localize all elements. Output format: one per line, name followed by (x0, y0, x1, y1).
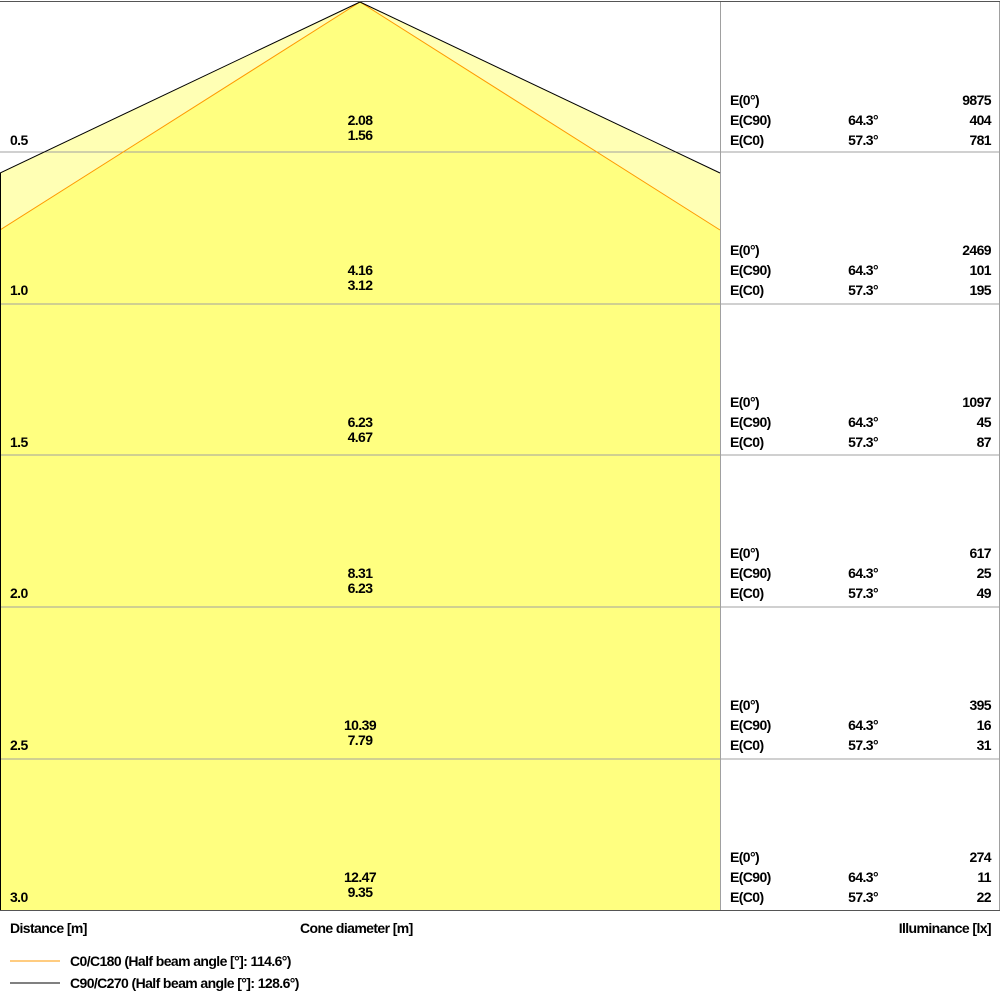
ec0-angle: 57.3° (848, 434, 878, 450)
e0-label: E(0°) (730, 545, 760, 561)
ec0-label: E(C0) (730, 132, 764, 148)
illuminance-axis-label: Illuminance [lx] (898, 920, 992, 936)
ec90-label: E(C90) (730, 717, 771, 733)
cone-diameter-c0: 3.12 (347, 277, 373, 293)
ec0-label: E(C0) (730, 737, 764, 753)
ec0-angle: 57.3° (848, 889, 878, 905)
ec90-label: E(C90) (730, 565, 771, 581)
ec90-value: 101 (969, 262, 991, 278)
cone-diameter-c0: 7.79 (347, 732, 373, 748)
ec0-angle: 57.3° (848, 737, 878, 753)
cone-diameter-c0: 4.67 (347, 429, 373, 445)
distance-label: 1.0 (10, 282, 28, 298)
distance-axis-label: Distance [m] (10, 920, 87, 936)
e0-value: 617 (969, 545, 991, 561)
ec90-angle: 64.3° (848, 262, 878, 278)
ec90-value: 11 (977, 869, 991, 885)
ec90-value: 404 (969, 112, 991, 128)
cone-diameter-c90: 6.23 (347, 414, 373, 430)
cone-diameter-c90: 4.16 (347, 262, 373, 278)
c0-line-left (0, 1, 361, 231)
ec90-label: E(C90) (730, 414, 771, 430)
ec0-value: 31 (976, 737, 992, 753)
e0-value: 395 (969, 697, 991, 713)
distance-label: 1.5 (10, 434, 28, 450)
ec90-label: E(C90) (730, 112, 771, 128)
e0-value: 1097 (962, 394, 991, 410)
c0-line-right (359, 1, 721, 231)
ec0-value: 781 (969, 132, 991, 148)
ec0-value: 22 (976, 889, 992, 905)
cone-diameter-c90: 8.31 (347, 565, 373, 581)
cone-diameter-c90: 10.39 (343, 717, 377, 733)
ec90-value: 16 (976, 717, 992, 733)
ec0-value: 195 (969, 282, 991, 298)
cone-diameter-c0: 6.23 (347, 580, 373, 596)
ec90-angle: 64.3° (848, 112, 878, 128)
ec90-angle: 64.3° (848, 869, 878, 885)
ec0-label: E(C0) (730, 282, 764, 298)
ec90-value: 25 (976, 565, 992, 581)
e0-label: E(0°) (730, 697, 760, 713)
e0-label: E(0°) (730, 394, 760, 410)
ec90-angle: 64.3° (848, 717, 878, 733)
e0-label: E(0°) (730, 849, 760, 865)
ec0-angle: 57.3° (848, 282, 878, 298)
ec0-label: E(C0) (730, 889, 764, 905)
distance-label: 2.5 (10, 737, 28, 753)
ec0-label: E(C0) (730, 434, 764, 450)
c90-line-right (359, 1, 721, 174)
c90-line-left (0, 1, 361, 174)
ec90-angle: 64.3° (848, 565, 878, 581)
ec0-angle: 57.3° (848, 585, 878, 601)
e0-label: E(0°) (730, 92, 760, 108)
ec90-angle: 64.3° (848, 414, 878, 430)
distance-label: 2.0 (10, 585, 28, 601)
cone-diameter-c90: 12.47 (343, 869, 377, 885)
ec90-label: E(C90) (730, 869, 771, 885)
ec90-label: E(C90) (730, 262, 771, 278)
legend-c90: C90/C270 (Half beam angle [°]: 128.6°) (70, 975, 299, 991)
e0-value: 2469 (962, 242, 991, 258)
distance-label: 3.0 (10, 889, 28, 905)
ec90-value: 45 (976, 414, 992, 430)
cone-diameter-c90: 2.08 (347, 112, 373, 128)
cone-diameter-c0: 1.56 (347, 127, 373, 143)
c0-cone (0, 2, 720, 910)
ec0-value: 49 (976, 585, 992, 601)
ec0-value: 87 (976, 434, 992, 450)
e0-value: 274 (969, 849, 991, 865)
ec0-label: E(C0) (730, 585, 764, 601)
ec0-angle: 57.3° (848, 132, 878, 148)
distance-label: 0.5 (10, 132, 28, 148)
e0-label: E(0°) (730, 242, 760, 258)
cone-diameter-c0: 9.35 (347, 884, 373, 900)
cone-axis-label: Cone diameter [m] (300, 920, 413, 936)
e0-value: 9875 (962, 92, 991, 108)
legend-c0: C0/C180 (Half beam angle [°]: 114.6°) (70, 953, 291, 969)
